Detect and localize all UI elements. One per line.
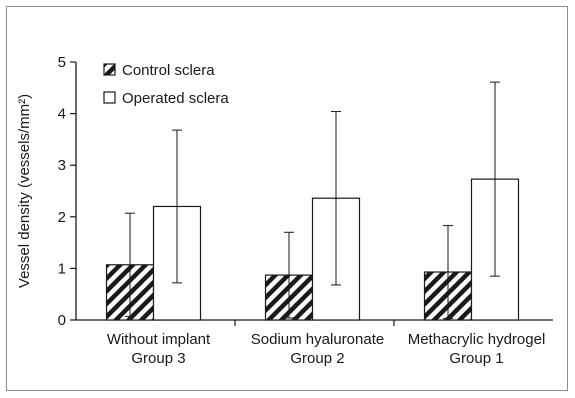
y-ticks: 0 1 2 3 4 5 [58, 54, 76, 329]
y-tick-label: 3 [58, 157, 66, 174]
y-tick-label: 0 [58, 312, 66, 329]
legend-item-operated: Operated sclera [103, 90, 229, 107]
x-category-label: Sodium hyaluronate [251, 331, 384, 348]
x-category-label: Without implant [107, 331, 211, 348]
legend-swatch-hatched [103, 63, 116, 76]
y-tick-label: 1 [58, 260, 66, 277]
x-categories: Without implant Group 3 Sodium hyaluronate… [107, 320, 545, 367]
legend-label-operated: Operated sclera [122, 90, 229, 107]
x-category-label: Methacrylic hydrogel [408, 331, 546, 348]
legend-swatch-open [103, 91, 116, 104]
legend: Control sclera Operated sclera [103, 62, 229, 107]
legend-label-control: Control sclera [122, 62, 215, 79]
bars [105, 178, 520, 321]
y-axis-label: Vessel density (vessels/mm²) [16, 94, 33, 288]
x-category-label: Group 2 [290, 350, 344, 367]
y-tick-label: 4 [58, 106, 66, 123]
x-category-label: Group 3 [131, 350, 185, 367]
legend-item-control: Control sclera [103, 62, 215, 79]
y-tick-label: 5 [58, 54, 66, 71]
error-bars [125, 81, 500, 319]
x-category-label: Group 1 [449, 350, 503, 367]
y-tick-label: 2 [58, 209, 66, 226]
